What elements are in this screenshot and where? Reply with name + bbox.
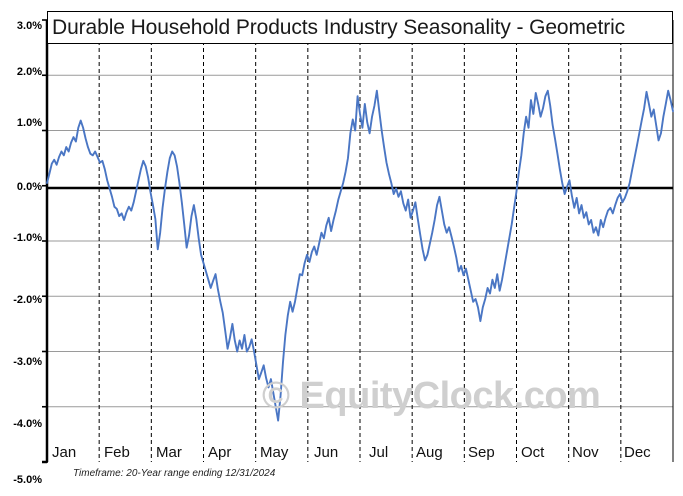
ytick-label-neg3: -3.0% — [13, 356, 42, 368]
equityclock-watermark: © EquityClock.com — [262, 375, 601, 417]
xtick-label-nov: Nov — [572, 444, 599, 461]
ytick-label-neg5: -5.0% — [13, 474, 42, 486]
xtick-label-jul: Jul — [369, 444, 389, 461]
ytick-label-0: 0.0% — [16, 181, 42, 193]
ytick-label-neg2: -2.0% — [13, 294, 42, 306]
xtick-label-oct: Oct — [521, 444, 545, 461]
xtick-label-aug: Aug — [416, 444, 443, 461]
xtick-label-dec: Dec — [624, 444, 651, 461]
page-title: Durable Household Products Industry Seas… — [52, 15, 626, 39]
ytick-label-neg4: -4.0% — [13, 418, 42, 430]
xtick-label-apr: Apr — [208, 444, 232, 461]
ytick-label-2: 2.0% — [16, 66, 42, 78]
timeframe-footnote: Timeframe: 20-Year range ending 12/31/20… — [73, 468, 276, 479]
xtick-label-may: May — [260, 444, 289, 461]
xtick-label-sep: Sep — [468, 444, 495, 461]
xtick-label-feb: Feb — [104, 444, 130, 461]
chart-title-box: Durable Household Products Industry Seas… — [47, 11, 673, 44]
seasonality-line — [46, 89, 674, 422]
ytick-label-1: 1.0% — [16, 117, 42, 129]
xtick-label-jun: Jun — [314, 444, 339, 461]
ytick-label-3: 3.0% — [16, 20, 42, 32]
vertical-gridlines — [98, 20, 674, 462]
ytick-label-neg1: -1.0% — [13, 232, 42, 244]
xtick-label-mar: Mar — [156, 444, 182, 461]
xtick-label-jan: Jan — [52, 444, 77, 461]
